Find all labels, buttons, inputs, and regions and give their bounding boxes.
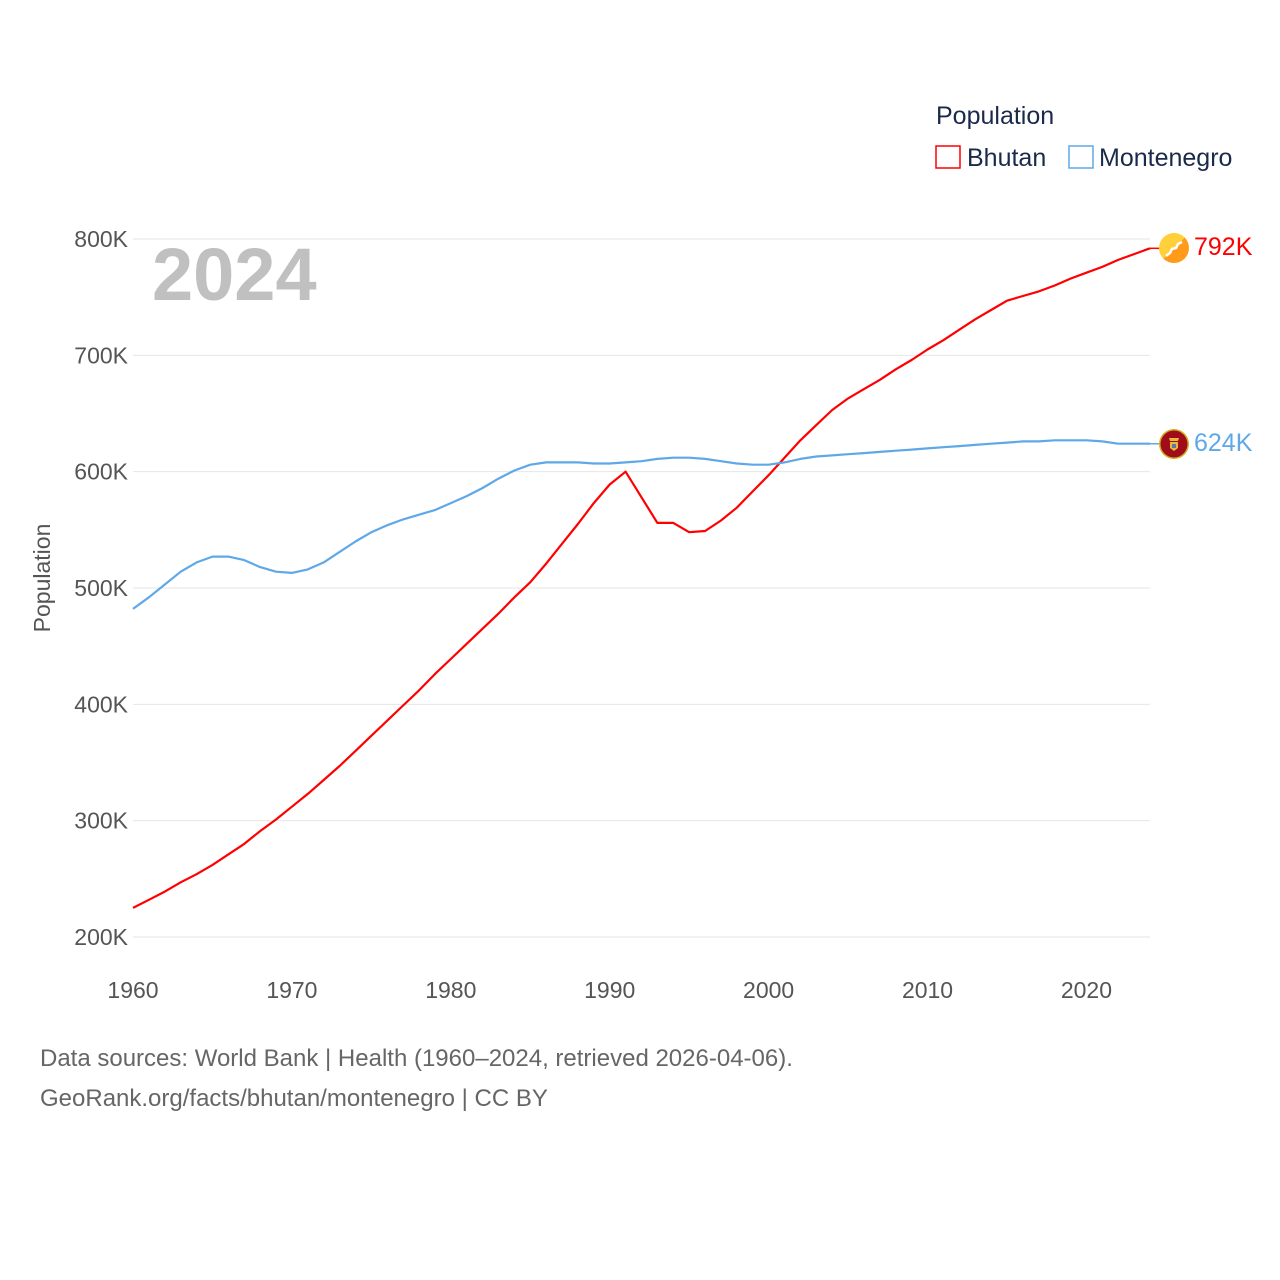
legend: Population Bhutan Montenegro [935, 102, 1232, 172]
x-tick-label: 2020 [1061, 977, 1112, 1003]
y-tick-label: 400K [74, 691, 128, 717]
year-label: 2024 [152, 233, 317, 316]
montenegro-flag-icon [1159, 429, 1189, 459]
x-tick-label: 1980 [425, 977, 476, 1003]
footer-sources: Data sources: World Bank | Health (1960–… [40, 1045, 793, 1072]
end-label-bhutan: 792K [1194, 233, 1253, 261]
x-tick-label: 1960 [107, 977, 158, 1003]
x-tick-label: 1990 [584, 977, 635, 1003]
y-tick-label: 700K [74, 342, 128, 368]
end-label-montenegro: 624K [1194, 429, 1253, 457]
y-axis-label: Population [29, 524, 55, 633]
bhutan-flag-icon [1159, 233, 1189, 263]
legend-label-bhutan[interactable]: Bhutan [967, 144, 1046, 172]
y-tick-label: 200K [74, 924, 128, 950]
legend-swatch-montenegro[interactable] [1068, 145, 1094, 169]
y-tick-label: 500K [74, 575, 128, 601]
series-line-bhutan[interactable] [132, 247, 1151, 909]
legend-swatch-bhutan[interactable] [935, 145, 961, 169]
x-tick-label: 2010 [902, 977, 953, 1003]
series-line-montenegro[interactable] [132, 439, 1150, 610]
x-tick-label: 1970 [266, 977, 317, 1003]
y-tick-label: 300K [74, 808, 128, 834]
legend-label-montenegro[interactable]: Montenegro [1099, 144, 1232, 172]
x-tick-label: 2000 [743, 977, 794, 1003]
y-tick-label: 800K [74, 226, 128, 252]
legend-title: Population [936, 102, 1054, 130]
y-tick-label: 600K [74, 459, 128, 485]
footer-attribution[interactable]: GeoRank.org/facts/bhutan/montenegro | CC… [40, 1085, 548, 1112]
